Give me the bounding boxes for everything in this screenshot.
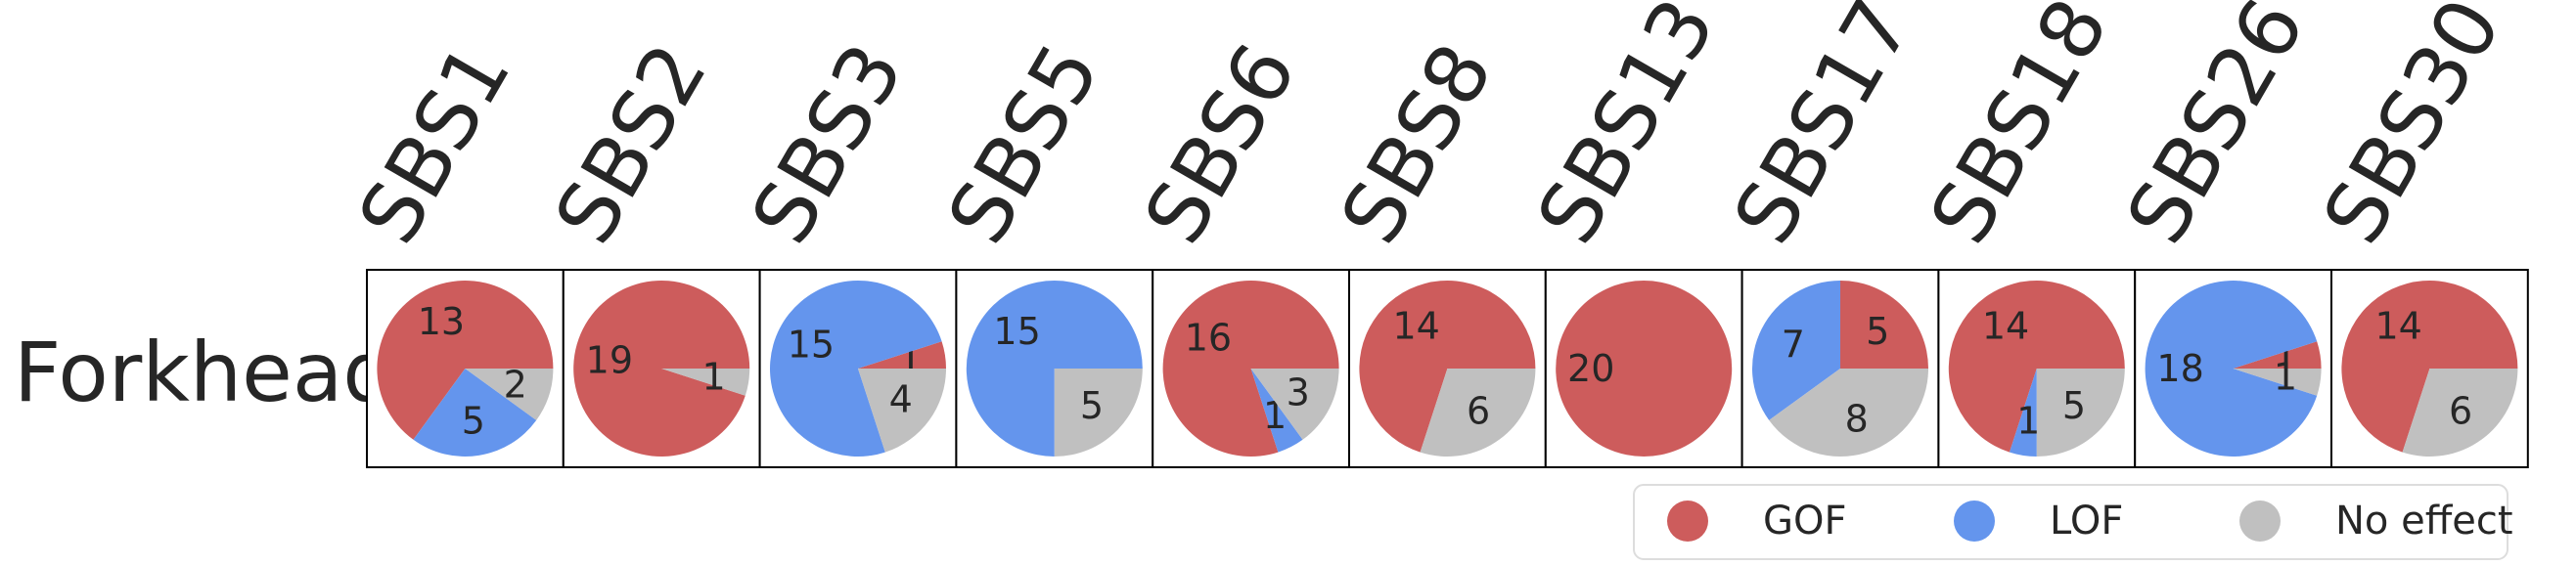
pie-slice bbox=[2145, 281, 2318, 457]
pie-slice bbox=[465, 369, 554, 420]
signature-label: SBS8 bbox=[1322, 28, 1511, 259]
pie-slice bbox=[1420, 369, 1536, 457]
legend-label: No effect bbox=[2335, 499, 2513, 544]
pie-slice bbox=[1769, 369, 1928, 457]
slice-value-label: 7 bbox=[1782, 323, 1805, 366]
pie-slice bbox=[858, 369, 946, 453]
pie-slice bbox=[1250, 369, 1339, 440]
pie-slice bbox=[573, 280, 750, 457]
legend-label: GOF bbox=[1763, 499, 1847, 544]
slice-value-label: 1 bbox=[2016, 399, 2040, 442]
signature-labels: SBS1 SBS2 SBS3 SBS5 SBS6 SBS8 SBS13SBS17SBS18S… bbox=[339, 0, 2519, 259]
pie-slice bbox=[2009, 369, 2037, 457]
slice-value-label: 1 bbox=[701, 355, 725, 398]
signature-label: SBS1 bbox=[339, 28, 528, 259]
signature-label: SBS13 bbox=[1518, 0, 1734, 259]
pie-slice bbox=[413, 369, 537, 457]
slice-value-label: 14 bbox=[1392, 304, 1439, 347]
signature-label: SBS17 bbox=[1715, 0, 1930, 259]
pie-slice bbox=[858, 341, 946, 369]
signature-label: SBS5 bbox=[929, 28, 1118, 259]
slice-value-label: 2 bbox=[504, 364, 527, 407]
legend: GOF LOF No effect bbox=[1633, 484, 2513, 560]
legend-marker bbox=[1954, 501, 1995, 542]
pie-slice bbox=[1752, 281, 1840, 420]
legend-marker bbox=[2239, 501, 2281, 542]
slice-value-label: 4 bbox=[889, 378, 913, 421]
slice-value-label: 8 bbox=[1845, 397, 1869, 440]
pie-slice bbox=[1948, 281, 2125, 453]
pie-slice bbox=[1840, 281, 1928, 369]
legend-label: LOF bbox=[2050, 499, 2123, 544]
slice-value-label: 3 bbox=[1287, 371, 1310, 414]
signature-label: SBS6 bbox=[1126, 28, 1315, 259]
slice-value-label: 5 bbox=[462, 399, 485, 442]
slice-value-label: 14 bbox=[1982, 304, 2029, 347]
slice-value-label: 6 bbox=[2449, 390, 2472, 433]
slice-value-label: 13 bbox=[418, 300, 465, 343]
pie-slice bbox=[2233, 341, 2322, 369]
legend-marker bbox=[1667, 501, 1708, 542]
legend-frame bbox=[1633, 484, 2508, 560]
pie-slice bbox=[377, 281, 554, 440]
slice-value-label: 15 bbox=[788, 323, 835, 366]
slice-value-label: 1 bbox=[2274, 355, 2297, 398]
slice-value-label: 15 bbox=[993, 310, 1040, 353]
pie-slice bbox=[1556, 281, 1733, 457]
row-label: Forkhead bbox=[14, 325, 395, 420]
slice-value-label: 18 bbox=[2156, 347, 2203, 390]
signature-label: SBS3 bbox=[733, 28, 922, 259]
signature-label: SBS26 bbox=[2108, 0, 2324, 259]
pie-slice bbox=[661, 369, 750, 396]
pie-slice bbox=[1250, 369, 1303, 453]
pie-slice bbox=[2036, 369, 2125, 457]
pie-slice bbox=[2402, 369, 2518, 457]
signature-label: SBS30 bbox=[2304, 0, 2519, 259]
slice-value-label: 20 bbox=[1567, 347, 1614, 390]
pie-slice bbox=[2233, 369, 2322, 396]
slice-value-label: 14 bbox=[2374, 304, 2421, 347]
signature-label: SBS2 bbox=[536, 28, 725, 259]
pie-slice bbox=[2341, 281, 2518, 453]
slice-value-label: 16 bbox=[1185, 316, 1232, 359]
slice-value-label: 19 bbox=[586, 339, 633, 382]
signature-label: SBS18 bbox=[1912, 0, 2127, 259]
pie-slice bbox=[769, 281, 942, 457]
pie-slice bbox=[1359, 281, 1536, 453]
slice-value-label: 6 bbox=[1467, 390, 1490, 433]
slice-value-label: 5 bbox=[1080, 384, 1104, 427]
slice-value-label: 5 bbox=[2062, 384, 2086, 427]
pie-slice bbox=[1054, 369, 1143, 457]
slice-value-label: 5 bbox=[1866, 310, 1889, 353]
